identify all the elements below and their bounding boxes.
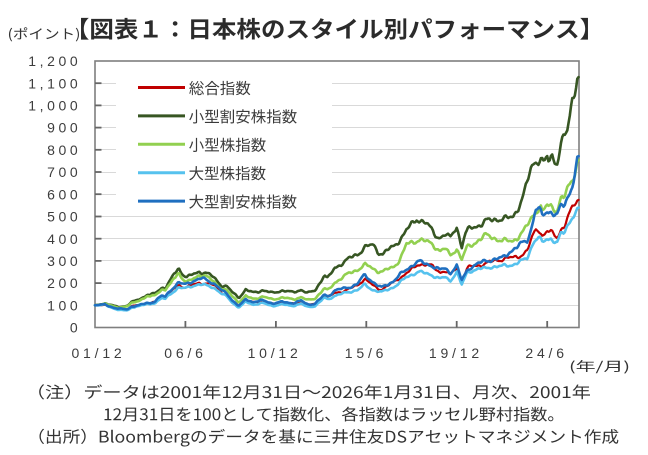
svg-text:24/6: 24/6 (525, 345, 567, 361)
svg-text:15/6: 15/6 (345, 345, 387, 361)
svg-text:300: 300 (47, 253, 81, 269)
svg-text:200: 200 (47, 275, 81, 291)
svg-text:600: 600 (47, 186, 81, 202)
svg-text:1,200: 1,200 (28, 53, 81, 69)
svg-text:900: 900 (47, 120, 81, 136)
svg-text:10/12: 10/12 (248, 345, 302, 361)
svg-text:700: 700 (47, 164, 81, 180)
svg-text:800: 800 (47, 142, 81, 158)
svg-text:01/12: 01/12 (71, 345, 125, 361)
svg-text:400: 400 (47, 231, 81, 247)
svg-text:500: 500 (47, 209, 81, 225)
svg-text:0: 0 (70, 320, 81, 336)
svg-text:1,000: 1,000 (28, 98, 81, 114)
svg-text:06/6: 06/6 (164, 345, 206, 361)
svg-text:100: 100 (47, 297, 81, 313)
svg-text:19/12: 19/12 (429, 345, 483, 361)
svg-text:1,100: 1,100 (28, 75, 81, 91)
